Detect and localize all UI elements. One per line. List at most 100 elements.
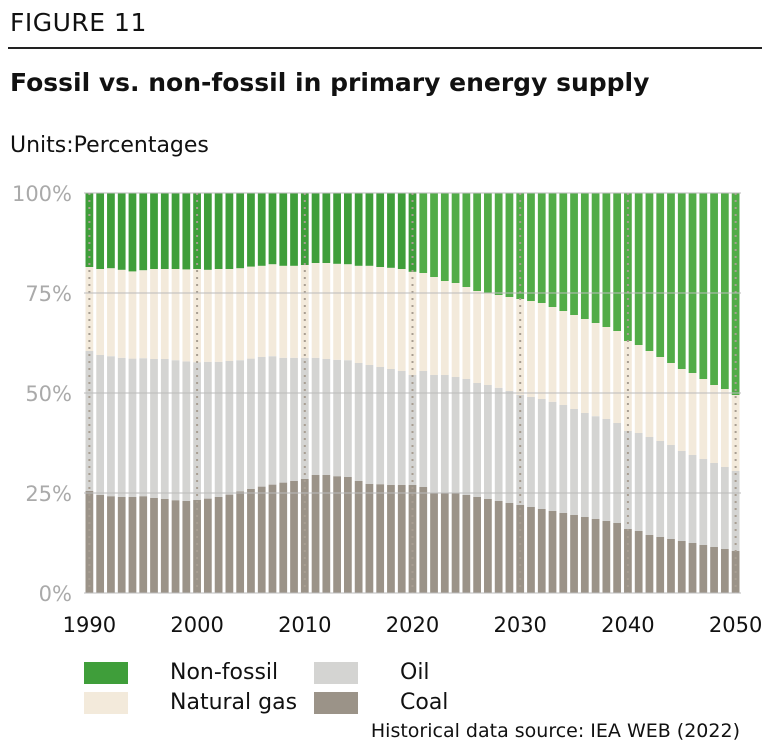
bar-oil-2020: [408, 375, 417, 485]
bar-non-fossil-1998: [171, 193, 180, 269]
bar-natural-gas-2010: [300, 265, 309, 358]
bar-oil-2043: [656, 441, 665, 537]
gridlines-group: [84, 192, 741, 594]
bar-natural-gas-2031: [527, 301, 535, 397]
bar-natural-gas-2033: [548, 307, 557, 402]
bar-natural-gas-1994: [128, 271, 137, 359]
bar-non-fossil-2005: [247, 193, 255, 267]
bar-oil-2049: [720, 467, 729, 549]
bar-natural-gas-1992: [107, 268, 115, 357]
bar-oil-2038: [602, 419, 611, 521]
bar-natural-gas-2005: [247, 266, 255, 359]
bar-coal-2023: [440, 493, 449, 593]
bar-oil-2047: [699, 459, 708, 545]
bar-natural-gas-2008: [279, 265, 288, 358]
bar-non-fossil-2011: [311, 193, 320, 263]
bar-natural-gas-2017: [376, 267, 385, 367]
bar-natural-gas-2006: [257, 265, 266, 357]
bar-oil-2042: [645, 437, 654, 535]
bar-oil-1997: [160, 359, 169, 499]
bar-non-fossil-2032: [537, 193, 546, 303]
bar-coal-2019: [397, 485, 406, 593]
bar-natural-gas-1999: [182, 269, 191, 362]
bar-natural-gas-2018: [387, 267, 395, 369]
bar-coal-2002: [214, 497, 223, 593]
bar-non-fossil-2001: [203, 193, 212, 270]
bar-coal-2042: [645, 535, 654, 593]
bar-natural-gas-2014: [344, 264, 352, 361]
bar-natural-gas-2038: [602, 327, 611, 419]
bar-natural-gas-2032: [537, 303, 546, 399]
bar-oil-2044: [667, 445, 675, 539]
bar-oil-2048: [710, 463, 718, 547]
bar-oil-2015: [354, 363, 363, 481]
bar-oil-2050: [731, 471, 740, 551]
bar-coal-2043: [656, 537, 665, 593]
bar-coal-2014: [344, 477, 352, 593]
x-tick-label: 2020: [386, 613, 439, 637]
bar-natural-gas-2007: [268, 264, 277, 357]
bar-non-fossil-2046: [688, 193, 697, 373]
x-tick-label: 2010: [278, 613, 331, 637]
bar-natural-gas-2026: [473, 291, 481, 383]
x-tick-label: 2050: [709, 613, 762, 637]
bar-natural-gas-1998: [171, 269, 180, 361]
bar-oil-2004: [236, 360, 245, 492]
x-tick-labels: 1990 2000 2010 2020 2030 2040 2050: [63, 613, 763, 637]
bar-coal-2018: [387, 485, 395, 593]
bar-coal-1991: [96, 495, 105, 593]
bar-coal-2013: [333, 476, 341, 593]
bar-coal-2039: [613, 523, 622, 593]
bar-coal-2006: [257, 486, 266, 593]
bar-oil-1990: [85, 351, 94, 491]
bar-natural-gas-2000: [193, 269, 201, 363]
bar-oil-2006: [257, 357, 266, 487]
bar-coal-2029: [505, 503, 514, 593]
bar-coal-1997: [160, 499, 169, 593]
bar-coal-2027: [484, 499, 492, 593]
bar-oil-1994: [128, 358, 137, 497]
bar-non-fossil-2038: [602, 193, 611, 327]
bar-oil-2033: [548, 401, 557, 511]
bar-non-fossil-1991: [96, 193, 105, 269]
y-tick-label: 100%: [12, 182, 72, 206]
bar-natural-gas-2004: [236, 268, 245, 361]
bar-coal-2022: [430, 493, 438, 593]
bar-non-fossil-1994: [128, 193, 137, 272]
bar-non-fossil-2009: [290, 193, 298, 266]
bar-oil-2026: [473, 383, 481, 497]
legend-swatch-oil: [314, 661, 358, 684]
bar-non-fossil-2019: [397, 193, 406, 269]
bar-natural-gas-2011: [311, 263, 320, 358]
bar-non-fossil-2030: [516, 193, 525, 299]
bar-non-fossil-1996: [150, 193, 158, 269]
bar-coal-1995: [139, 496, 148, 593]
bar-oil-2037: [591, 416, 600, 519]
bar-natural-gas-2013: [333, 263, 341, 360]
bar-natural-gas-2027: [484, 293, 492, 385]
bar-non-fossil-2000: [193, 193, 201, 269]
bar-oil-2005: [247, 358, 255, 489]
bar-non-fossil-2033: [548, 193, 557, 307]
bar-non-fossil-2047: [699, 193, 708, 379]
title-divider: [8, 47, 762, 49]
bar-oil-2034: [559, 405, 568, 513]
bar-oil-2035: [570, 409, 578, 515]
bar-coal-1993: [117, 497, 126, 593]
bar-oil-1996: [150, 359, 158, 498]
y-tick-label: 75%: [25, 282, 72, 306]
bar-coal-1996: [150, 497, 158, 593]
bar-natural-gas-2042: [645, 351, 654, 437]
bar-natural-gas-1993: [117, 269, 126, 358]
bar-coal-1999: [182, 501, 191, 593]
y-tick-label: 25%: [25, 482, 72, 506]
bar-oil-2021: [419, 371, 428, 487]
bar-non-fossil-2004: [236, 193, 245, 269]
bar-non-fossil-2027: [484, 193, 492, 293]
bar-non-fossil-2021: [419, 193, 428, 273]
bar-non-fossil-2013: [333, 193, 341, 264]
bar-non-fossil-2041: [634, 193, 643, 345]
bar-oil-2011: [311, 357, 320, 475]
bar-natural-gas-2029: [505, 297, 514, 391]
bar-non-fossil-1995: [139, 193, 148, 271]
